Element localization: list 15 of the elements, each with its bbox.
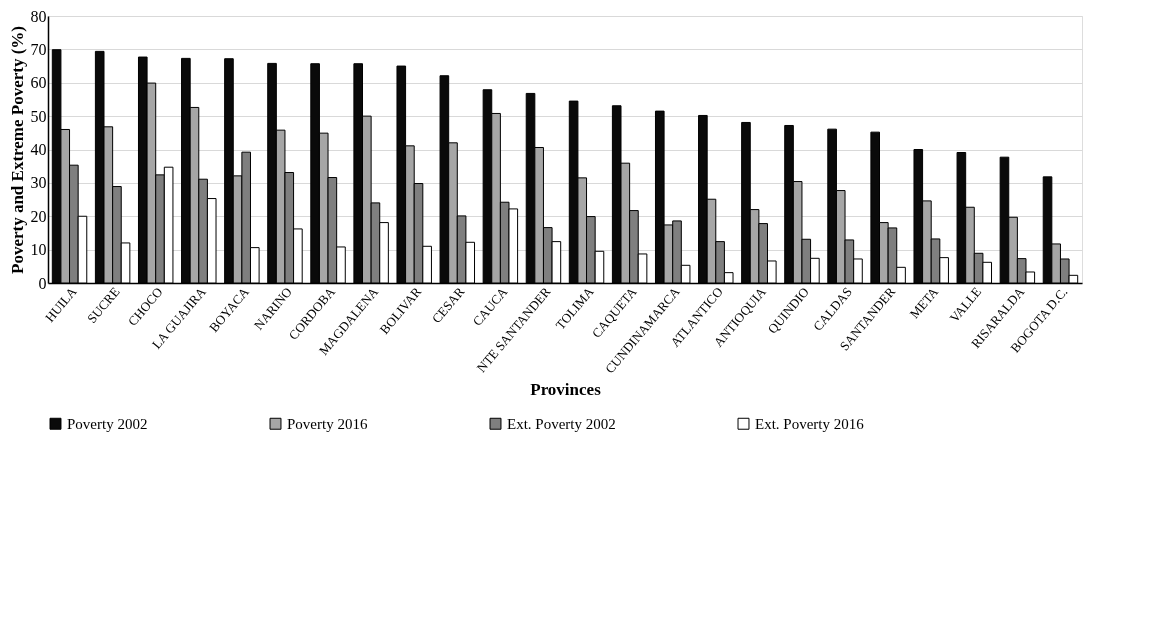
y-tick-label: 10	[30, 241, 47, 259]
y-tick-label: 30	[30, 174, 47, 192]
y-tick-label: 70	[30, 40, 47, 58]
y-tick-label: 40	[30, 141, 47, 158]
legend-label: Ext. Poverty 2002	[507, 415, 616, 432]
x-axis-title: Provinces	[530, 380, 602, 400]
legend-label: Ext. Poverty 2016	[755, 415, 865, 432]
y-tick-label: 60	[30, 74, 47, 92]
legend-label: Poverty 2016	[287, 415, 368, 432]
y-axis-title: Poverty and Extreme Poverty (%)	[7, 26, 27, 274]
y-tick-label: 80	[30, 7, 47, 25]
legend-label: Poverty 2002	[67, 415, 148, 432]
y-tick-label: 50	[30, 107, 47, 125]
y-tick-label: 20	[30, 207, 47, 225]
y-tick-label: 0	[38, 274, 47, 292]
